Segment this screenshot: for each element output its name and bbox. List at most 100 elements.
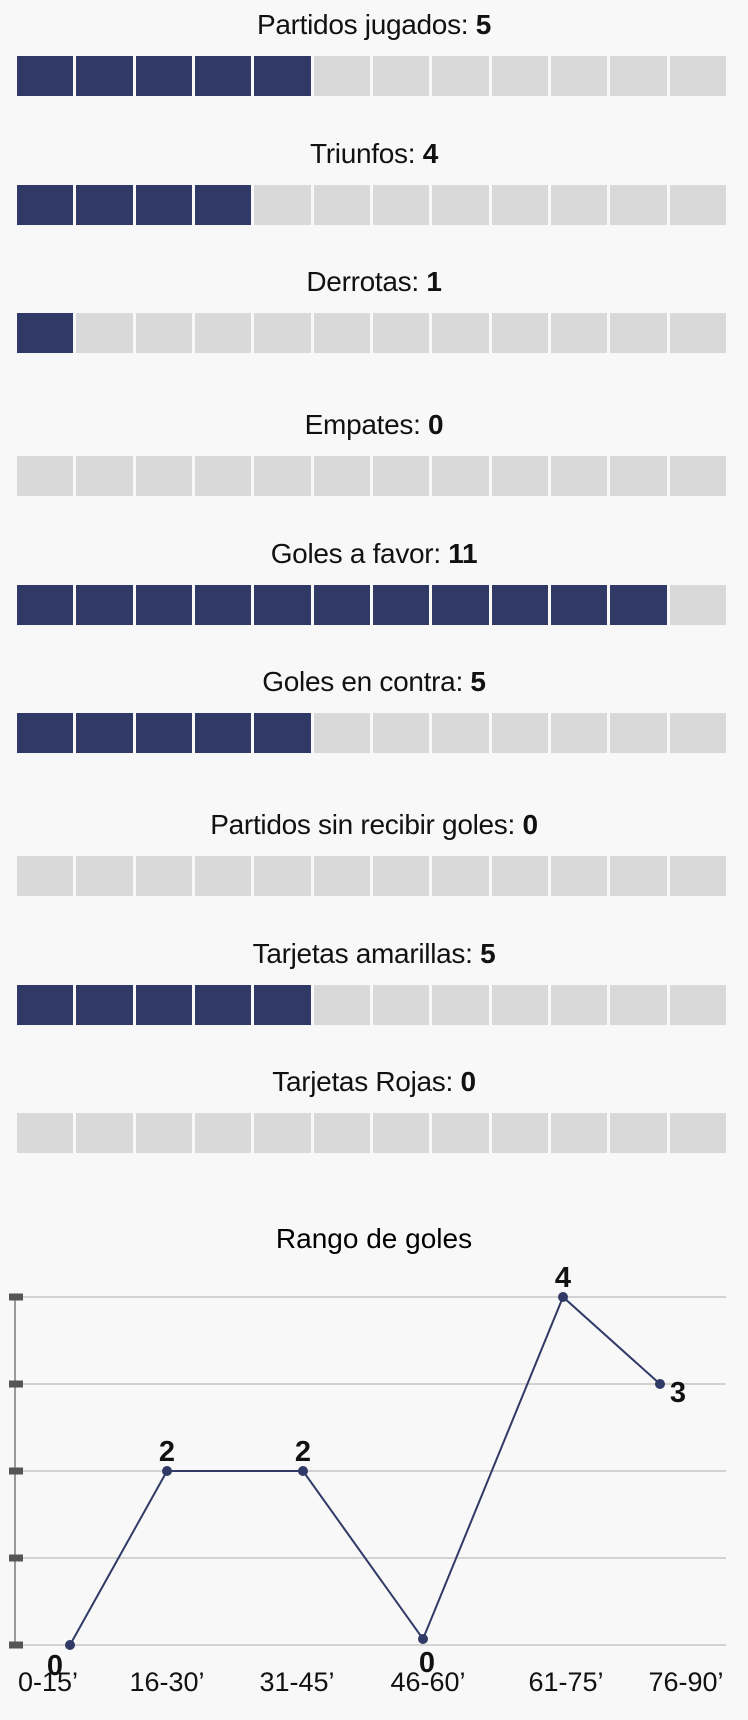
stat-value: 4 (422, 138, 439, 169)
x-tick-label: 31-45’ (259, 1667, 334, 1697)
bar-segment-filled (194, 185, 252, 225)
x-tick-label: 0-15’ (18, 1667, 78, 1697)
stat-label: Partidos jugados: 5 (0, 8, 748, 42)
bar-segment-empty (372, 856, 430, 896)
data-label: 0 (47, 1650, 63, 1682)
bar-segment-empty (432, 313, 489, 353)
bar-segment-empty (491, 856, 548, 896)
bar-segment-filled (194, 585, 252, 625)
stat-label-text: Tarjetas Rojas: (272, 1066, 461, 1097)
stat-label: Tarjetas Rojas: 0 (0, 1065, 748, 1099)
bar-segment-filled (135, 713, 192, 753)
bar-segment-filled (194, 985, 252, 1025)
bar-segment-empty (313, 185, 370, 225)
stat-bar (17, 585, 726, 625)
data-point (558, 1292, 568, 1302)
bar-segment-empty (610, 985, 667, 1025)
bar-segment-filled (17, 313, 74, 353)
stat-bar (17, 985, 726, 1025)
stat-label: Empates: 0 (0, 408, 748, 442)
bar-segment-empty (550, 56, 608, 96)
stat-bar (17, 713, 726, 753)
bar-segment-empty (254, 313, 311, 353)
bar-segment-filled (76, 185, 133, 225)
bar-segment-empty (313, 985, 370, 1025)
bar-segment-empty (76, 1113, 133, 1153)
bar-segment-empty (432, 713, 489, 753)
bar-segment-empty (491, 1113, 548, 1153)
bar-segment-empty (550, 185, 608, 225)
bar-segment-filled (17, 713, 74, 753)
y-axis-tick (9, 1293, 23, 1301)
bar-segment-empty (372, 713, 430, 753)
bar-segment-filled (135, 185, 192, 225)
chart-title: Rango de goles (276, 1223, 472, 1254)
bar-segment-filled (76, 585, 133, 625)
y-axis-tick (9, 1380, 23, 1388)
bar-segment-empty (194, 456, 252, 496)
stat-derrotas: Derrotas: 1 (0, 265, 748, 355)
bar-segment-empty (313, 56, 370, 96)
stat-label-text: Empates: (304, 409, 429, 440)
bar-segment-empty (432, 856, 489, 896)
stat-bar (17, 856, 726, 896)
bar-segment-empty (135, 856, 192, 896)
bar-segment-filled (254, 713, 311, 753)
bar-segment-empty (669, 185, 726, 225)
bar-segment-empty (432, 185, 489, 225)
bar-segment-empty (372, 313, 430, 353)
x-tick-label: 76-90’ (648, 1667, 723, 1697)
stat-label-text: Goles en contra: (262, 666, 471, 697)
stat-goles-en-contra: Goles en contra: 5 (0, 665, 748, 755)
stat-bar (17, 456, 726, 496)
y-axis-tick (9, 1641, 23, 1649)
data-point (655, 1379, 665, 1389)
bar-segment-empty (550, 456, 608, 496)
bar-segment-empty (372, 56, 430, 96)
bar-segment-empty (669, 313, 726, 353)
stat-label: Tarjetas amarillas: 5 (0, 937, 748, 971)
bar-segment-empty (254, 185, 311, 225)
goal-range-chart: Rango de goles 0 2 2 0 4 3 0-15’ 16-30’ 31-45’ 4… (9, 1223, 726, 1697)
bar-segment-empty (669, 456, 726, 496)
bar-segment-empty (610, 313, 667, 353)
bar-segment-filled (76, 713, 133, 753)
bar-segment-filled (17, 585, 74, 625)
stat-tarjetas-rojas: Tarjetas Rojas: 0 (0, 1065, 748, 1155)
bar-segment-empty (669, 856, 726, 896)
stat-partidos-jugados: Partidos jugados: 5 (0, 8, 748, 98)
bar-segment-filled (135, 585, 192, 625)
x-tick-label: 16-30’ (129, 1667, 204, 1697)
bar-segment-empty (550, 313, 608, 353)
bar-segment-empty (194, 313, 252, 353)
bar-segment-empty (491, 456, 548, 496)
stat-label-text: Partidos sin recibir goles: (210, 809, 523, 840)
bar-segment-empty (550, 985, 608, 1025)
stat-value: 0 (460, 1066, 476, 1097)
bar-segment-empty (610, 56, 667, 96)
bar-segment-empty (135, 1113, 192, 1153)
series-goals: 0 2 2 0 4 3 (47, 1262, 686, 1682)
stat-value: 5 (470, 666, 486, 697)
x-tick-label: 61-75’ (528, 1667, 603, 1697)
bar-segment-filled (194, 56, 252, 96)
bar-segment-filled (76, 985, 133, 1025)
bar-segment-filled (372, 585, 430, 625)
stat-bar (17, 313, 726, 353)
bar-segment-empty (491, 185, 548, 225)
bar-segment-empty (432, 56, 489, 96)
bar-segment-filled (313, 585, 370, 625)
stat-value: 11 (448, 538, 478, 569)
bar-segment-empty (669, 713, 726, 753)
bar-segment-empty (254, 856, 311, 896)
bar-segment-empty (76, 856, 133, 896)
stat-label: Goles en contra: 5 (0, 665, 748, 699)
stat-value: 0 (522, 809, 538, 840)
bar-segment-filled (550, 585, 608, 625)
bar-segment-empty (550, 713, 608, 753)
stat-label: Goles a favor: 11 (0, 537, 748, 571)
stat-label: Partidos sin recibir goles: 0 (0, 808, 748, 842)
x-tick-label: 46-60’ (390, 1667, 465, 1697)
stat-label: Triunfos: 4 (0, 137, 748, 171)
data-label: 3 (670, 1377, 686, 1409)
